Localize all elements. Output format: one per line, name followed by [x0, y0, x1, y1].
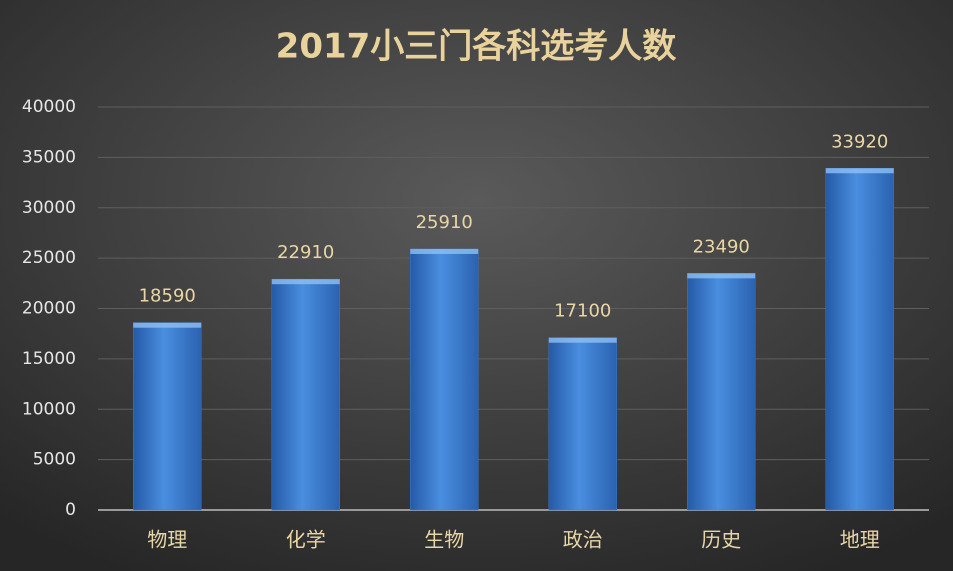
bar [271, 278, 340, 511]
bar [825, 168, 894, 511]
y-tick-label: 35000 [22, 147, 76, 167]
bar [687, 273, 756, 511]
value-label: 33920 [831, 131, 888, 152]
x-tick-label: 化学 [286, 528, 326, 552]
value-label: 23490 [693, 236, 750, 257]
y-tick-label: 15000 [22, 349, 76, 369]
bar [133, 322, 202, 511]
y-tick-label: 10000 [22, 399, 76, 419]
y-tick-label: 40000 [22, 97, 76, 117]
bar-highlight [548, 337, 617, 343]
y-tick-label: 20000 [22, 299, 76, 319]
value-label: 22910 [277, 242, 334, 263]
bar [548, 337, 617, 511]
bar-highlight [825, 168, 894, 174]
y-tick-label: 25000 [22, 248, 76, 268]
bar-highlight [410, 248, 479, 254]
y-tick-label: 5000 [33, 450, 76, 470]
x-tick-label: 政治 [563, 528, 603, 552]
x-tick-label: 历史 [701, 528, 741, 552]
x-tick-label: 地理 [840, 528, 880, 552]
bar-highlight [271, 279, 340, 285]
y-tick-label: 0 [65, 500, 76, 520]
chart-title: 2017小三门各科选考人数 [276, 27, 677, 67]
value-label: 25910 [416, 212, 473, 233]
x-tick-label: 生物 [424, 528, 464, 552]
value-label: 17100 [554, 301, 611, 322]
bar-highlight [687, 273, 756, 279]
x-tick-label: 物理 [147, 528, 187, 552]
y-tick-label: 30000 [22, 198, 76, 218]
value-label: 18590 [139, 286, 196, 307]
bar [410, 248, 479, 511]
bar-highlight [133, 322, 202, 328]
